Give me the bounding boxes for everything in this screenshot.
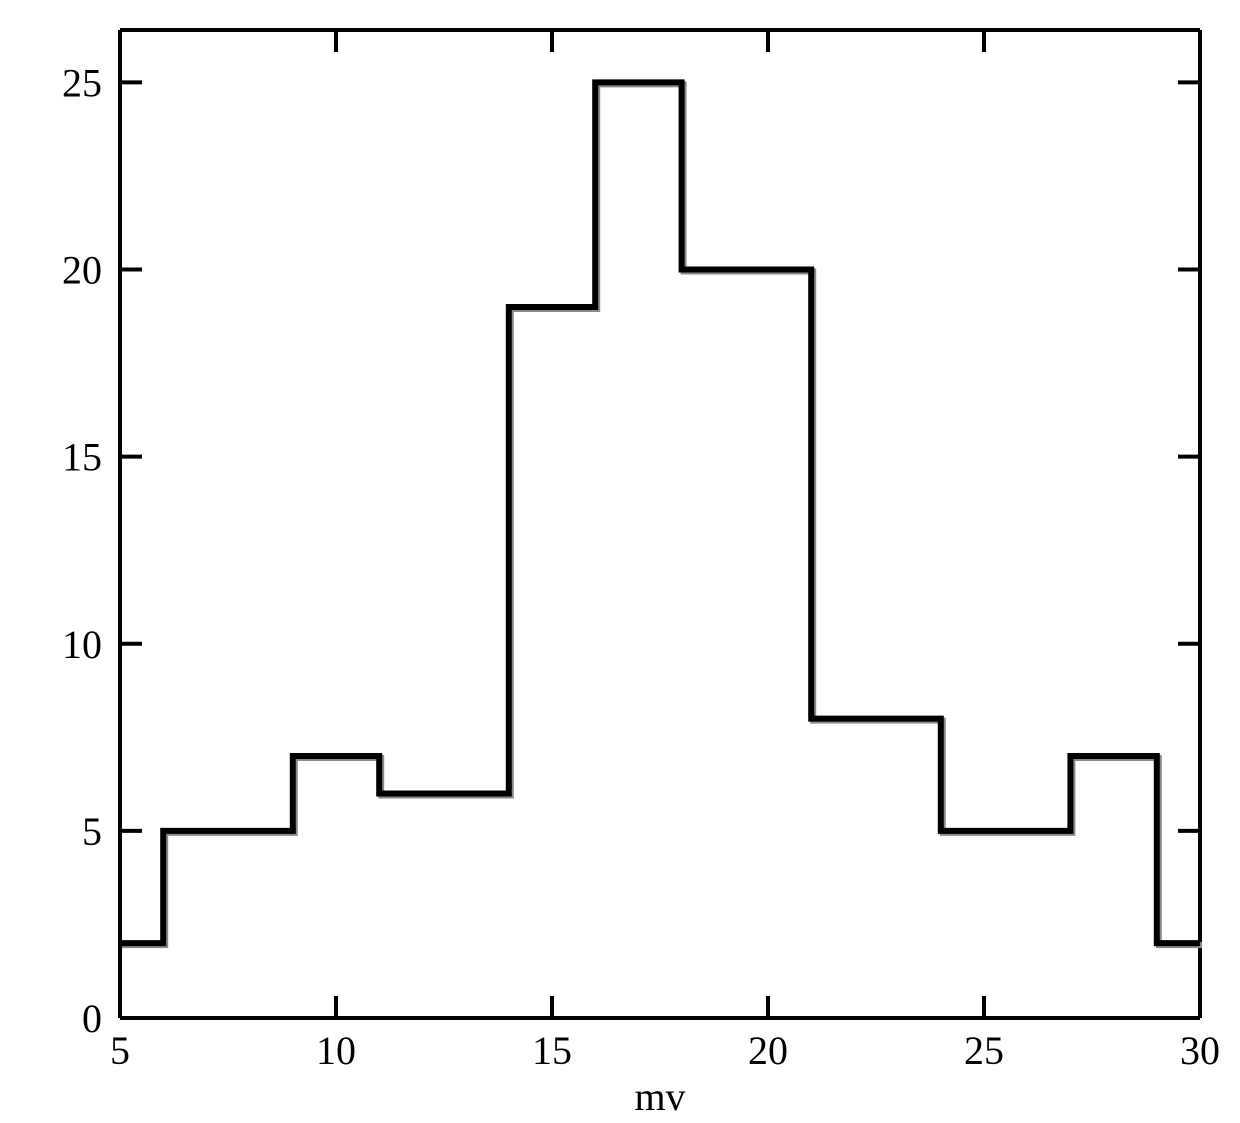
x-tick-label: 25 [964, 1028, 1004, 1073]
chart-background [0, 0, 1240, 1123]
x-tick-label: 10 [316, 1028, 356, 1073]
x-tick-label: 5 [110, 1028, 130, 1073]
y-tick-label: 5 [82, 809, 102, 854]
chart-svg: 510152025300510152025mv [0, 0, 1240, 1123]
y-tick-label: 25 [62, 60, 102, 105]
histogram-chart: 510152025300510152025mv [0, 0, 1240, 1123]
y-tick-label: 10 [62, 622, 102, 667]
x-tick-label: 30 [1180, 1028, 1220, 1073]
x-tick-label: 15 [532, 1028, 572, 1073]
y-tick-label: 15 [62, 435, 102, 480]
x-tick-label: 20 [748, 1028, 788, 1073]
y-tick-label: 20 [62, 248, 102, 293]
y-tick-label: 0 [82, 996, 102, 1041]
x-axis-label: mv [634, 1074, 685, 1119]
